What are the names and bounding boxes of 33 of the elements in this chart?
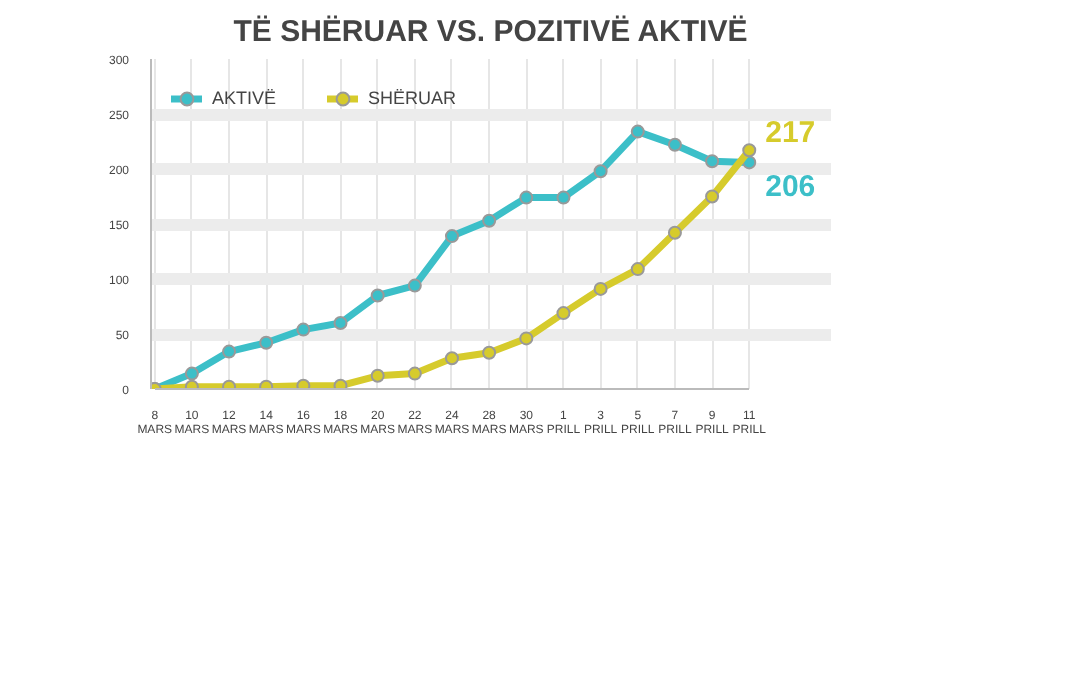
point xyxy=(556,306,571,321)
point xyxy=(742,143,757,158)
point xyxy=(593,164,608,179)
point xyxy=(333,316,348,330)
point xyxy=(296,378,311,389)
point xyxy=(333,378,348,389)
point xyxy=(407,366,422,381)
point xyxy=(444,351,459,366)
point xyxy=(482,345,497,360)
point xyxy=(370,288,385,303)
point xyxy=(407,278,422,293)
point xyxy=(630,124,645,139)
point xyxy=(296,322,311,337)
point xyxy=(667,137,682,152)
point xyxy=(370,368,385,383)
point xyxy=(519,331,534,346)
point xyxy=(667,225,682,240)
point xyxy=(705,154,720,169)
point xyxy=(705,189,720,204)
point xyxy=(444,229,459,244)
chart-title: TË SHËRUAR VS. POZITIVË AKTIVË xyxy=(233,15,748,49)
annotation: 206 xyxy=(765,170,816,205)
point xyxy=(259,335,274,350)
point xyxy=(482,213,497,228)
point xyxy=(519,190,534,205)
point xyxy=(593,281,608,296)
point xyxy=(630,262,645,277)
legend-label: SHËRUAR xyxy=(368,88,457,108)
point xyxy=(222,344,237,359)
annotation: 217 xyxy=(765,116,816,151)
point xyxy=(184,366,199,381)
point xyxy=(556,190,571,205)
legend-label: AKTIVË xyxy=(212,88,277,108)
